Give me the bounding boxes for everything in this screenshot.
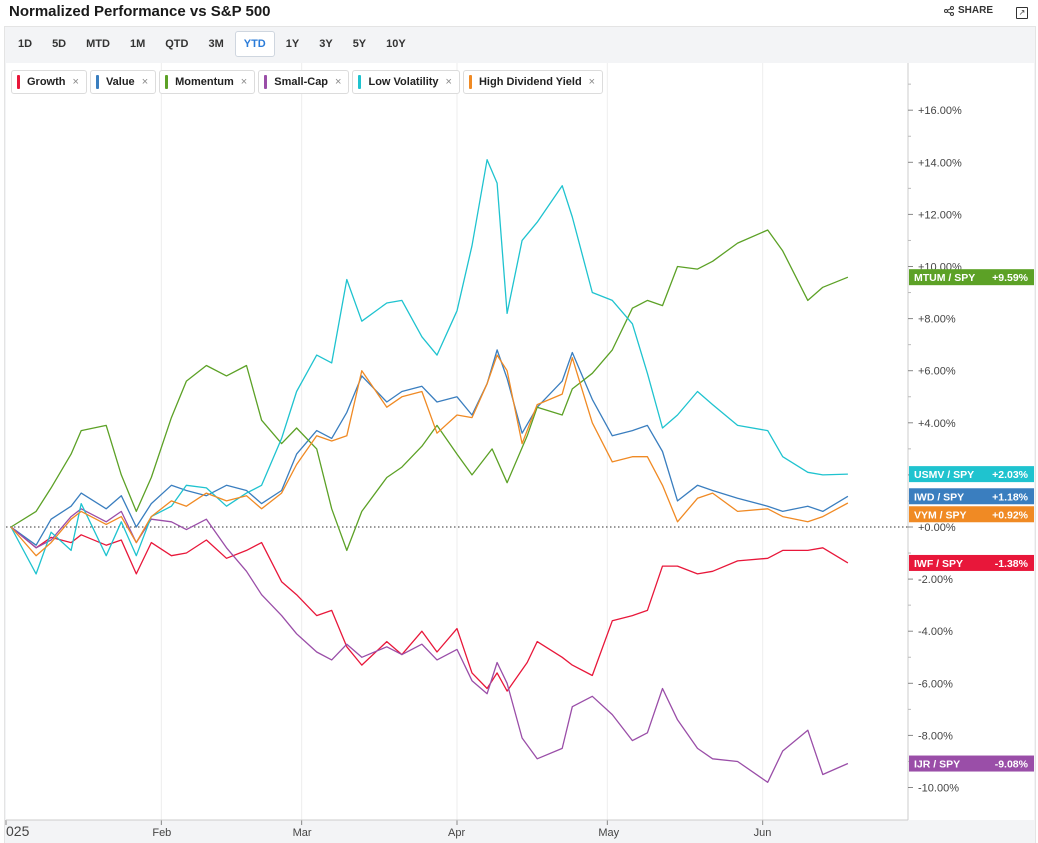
y-tick-label: +14.00%: [918, 157, 962, 169]
end-value-tag: IWF / SPY -1.38%: [909, 554, 1034, 571]
y-tick-label: -8.00%: [918, 730, 953, 742]
end-value-tag: USMV / SPY +2.03%: [909, 466, 1034, 483]
remove-series-icon[interactable]: ×: [445, 76, 452, 88]
end-value-ticker: MTUM / SPY: [914, 272, 975, 284]
series-line-high-dividend-yield: [10, 354, 849, 557]
remove-series-icon[interactable]: ×: [588, 76, 596, 88]
legend-swatch: [165, 75, 169, 89]
end-value-percent: +2.03%: [992, 469, 1029, 481]
end-value-tag-bg: [909, 466, 1034, 483]
end-value-ticker: VYM / SPY: [914, 509, 967, 521]
legend-label: Growth: [27, 76, 66, 88]
end-value-tag: IWD / SPY +1.18%: [909, 488, 1034, 505]
range-button-ytd[interactable]: YTD: [234, 31, 275, 57]
legend-label: Momentum: [175, 76, 234, 88]
legend-chip-low-volatility[interactable]: Low Volatility ×: [352, 70, 460, 94]
expand-icon[interactable]: ↗: [1016, 7, 1028, 19]
remove-series-icon[interactable]: ×: [141, 76, 149, 88]
end-value-tag: IJR / SPY -9.08%: [909, 755, 1034, 772]
range-selector: 1D 5D MTD 1M QTD 3M YTD 1Y 3Y 5Y 10Y: [9, 31, 417, 57]
end-value-tag-bg: [909, 506, 1034, 523]
legend-label: Small-Cap: [274, 76, 329, 88]
series-legend: Growth × Value × Momentum × Small-Cap × Low Vola…: [11, 70, 606, 94]
y-axis-area: [908, 63, 1034, 820]
legend-swatch: [264, 75, 268, 89]
series-line-growth: [10, 526, 849, 692]
y-tick-label: -4.00%: [918, 626, 953, 638]
legend-swatch: [95, 75, 99, 89]
legend-label: Value: [105, 76, 135, 88]
remove-series-icon[interactable]: ×: [240, 76, 248, 88]
legend-chip-momentum[interactable]: Momentum ×: [159, 70, 256, 94]
x-tick-label: Feb: [152, 827, 171, 839]
end-value-tag: VYM / SPY +0.92%: [909, 506, 1034, 523]
legend-label: Low Volatility: [368, 76, 439, 88]
page-title: Normalized Performance vs S&P 500: [9, 3, 271, 20]
x-tick-label: Mar: [293, 827, 312, 839]
end-value-percent: +9.59%: [992, 272, 1029, 284]
end-value-ticker: IWF / SPY: [914, 558, 963, 570]
end-value-tag-bg: [909, 269, 1034, 286]
y-tick-label: -10.00%: [918, 783, 959, 795]
series-line-momentum: [10, 229, 849, 552]
share-label: SHARE: [958, 5, 994, 16]
remove-series-icon[interactable]: ×: [72, 76, 79, 88]
y-tick-label: -6.00%: [918, 678, 953, 690]
range-button-mtd[interactable]: MTD: [86, 38, 110, 50]
legend-chip-small-cap[interactable]: Small-Cap ×: [258, 70, 350, 94]
legend-label: High Dividend Yield: [478, 76, 582, 88]
remove-series-icon[interactable]: ×: [335, 76, 342, 88]
legend-chip-growth[interactable]: Growth ×: [11, 70, 87, 94]
x-tick-label: Apr: [448, 827, 465, 839]
series-line-small-cap: [10, 508, 849, 783]
end-value-ticker: IJR / SPY: [914, 759, 960, 771]
end-value-tag-bg: [909, 554, 1034, 571]
end-value-ticker: IWD / SPY: [914, 491, 964, 503]
x-tick-label: 025: [6, 823, 30, 839]
legend-swatch: [358, 75, 362, 89]
legend-chip-value[interactable]: Value ×: [89, 70, 157, 94]
x-tick-label: May: [598, 827, 619, 839]
range-button-1m[interactable]: 1M: [129, 38, 146, 50]
x-tick-label: Jun: [754, 827, 772, 839]
legend-swatch: [468, 75, 472, 89]
range-button-qtd[interactable]: QTD: [165, 38, 189, 50]
end-value-percent: +1.18%: [992, 491, 1029, 503]
end-value-percent: -9.08%: [995, 759, 1029, 771]
range-button-10y[interactable]: 10Y: [386, 38, 406, 50]
share-icon: [944, 5, 954, 16]
end-value-tag-bg: [909, 488, 1034, 505]
end-value-percent: -1.38%: [995, 558, 1029, 570]
y-tick-label: +12.00%: [918, 209, 962, 221]
y-tick-label: +8.00%: [918, 314, 956, 326]
range-button-3m[interactable]: 3M: [208, 38, 224, 50]
y-tick-label: -2.00%: [918, 574, 953, 586]
range-button-5y[interactable]: 5Y: [352, 38, 367, 50]
end-value-ticker: USMV / SPY: [914, 469, 974, 481]
legend-swatch: [17, 75, 20, 89]
end-value-percent: +0.92%: [992, 509, 1029, 521]
y-tick-label: +4.00%: [918, 418, 956, 430]
range-button-1d[interactable]: 1D: [18, 38, 33, 50]
legend-chip-high-dividend-yield[interactable]: High Dividend Yield ×: [462, 70, 604, 94]
share-button[interactable]: SHARE: [944, 5, 993, 16]
series-line-low-volatility: [10, 159, 848, 575]
range-button-3y[interactable]: 3Y: [319, 38, 333, 50]
range-button-1y[interactable]: 1Y: [285, 38, 300, 50]
y-tick-label: +0.00%: [918, 522, 956, 534]
end-value-tag: MTUM / SPY +9.59%: [909, 269, 1034, 286]
range-button-5d[interactable]: 5D: [52, 38, 67, 50]
y-tick-label: +6.00%: [918, 366, 956, 378]
series-line-value: [10, 349, 849, 546]
y-tick-label: +16.00%: [918, 105, 962, 117]
end-value-tag-bg: [909, 755, 1034, 772]
